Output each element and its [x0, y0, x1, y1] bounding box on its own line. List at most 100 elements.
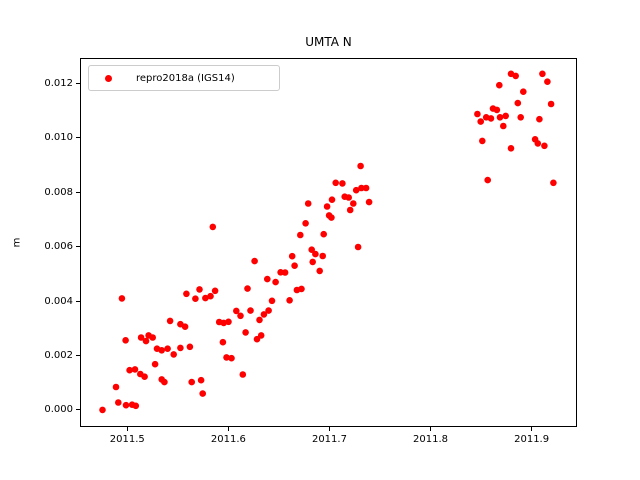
data-point [161, 378, 168, 386]
data-point [514, 99, 522, 107]
x-tick-mark [328, 427, 330, 431]
data-point [365, 198, 373, 206]
data-point [192, 295, 199, 302]
data-point [507, 145, 515, 152]
data-point [477, 118, 485, 125]
plot-area: repro2018a (IGS14) [80, 58, 577, 427]
data-point [264, 275, 271, 283]
data-point [479, 137, 486, 145]
data-point [256, 316, 263, 324]
data-point [474, 110, 481, 118]
legend-marker-dot [105, 74, 112, 82]
data-point [308, 246, 315, 253]
data-point [115, 399, 122, 406]
data-point [257, 332, 265, 339]
data-point [502, 112, 510, 120]
data-point [512, 72, 519, 80]
data-point [323, 203, 331, 210]
data-point [534, 140, 542, 147]
data-point [265, 307, 272, 314]
data-point [520, 88, 527, 95]
data-point [493, 106, 501, 114]
y-tick-label: 0.008 [44, 186, 73, 198]
data-point [272, 278, 279, 286]
x-tick-mark [227, 427, 229, 431]
data-point [260, 311, 268, 318]
data-point [112, 383, 120, 391]
data-point [362, 184, 370, 192]
chart-title: UMTA N [305, 35, 352, 49]
y-tick-label: 0.002 [44, 349, 73, 361]
y-tick-mark [76, 354, 80, 356]
data-point [291, 262, 298, 269]
data-point [149, 334, 156, 341]
legend: repro2018a (IGS14) [88, 65, 280, 91]
x-tick-label: 2011.8 [413, 434, 449, 445]
data-point [237, 312, 244, 320]
legend-label: repro2018a (IGS14) [136, 72, 235, 84]
data-point [253, 335, 261, 343]
x-tick-label: 2011.5 [109, 434, 145, 445]
data-point [233, 307, 240, 315]
data-point [354, 243, 362, 251]
y-tick-label: 0.010 [44, 132, 73, 144]
data-point [122, 401, 130, 409]
data-point [99, 406, 106, 414]
data-point [219, 338, 227, 346]
data-point [500, 122, 507, 130]
y-tick-mark [76, 246, 80, 248]
y-tick-mark [76, 300, 80, 302]
data-point [352, 186, 360, 194]
y-tick-mark [76, 409, 80, 411]
data-point [225, 318, 232, 326]
data-point [199, 390, 206, 397]
data-point [268, 297, 276, 305]
data-point [304, 200, 312, 207]
data-point [118, 295, 126, 302]
data-point [126, 366, 133, 374]
data-point [319, 252, 326, 260]
y-tick-mark [76, 83, 80, 85]
y-axis-label: m [11, 237, 23, 248]
data-point [197, 376, 205, 384]
data-point [281, 269, 289, 276]
data-point [131, 366, 139, 373]
data-point [209, 223, 217, 231]
y-tick-label: 0.004 [44, 295, 73, 307]
x-tick-mark [126, 427, 128, 431]
data-point [211, 287, 219, 295]
data-point [166, 317, 174, 325]
data-point [132, 402, 140, 410]
data-point [288, 252, 296, 260]
x-tick-mark [430, 427, 432, 431]
data-point [358, 184, 365, 192]
data-point [357, 162, 364, 170]
data-point [345, 194, 353, 201]
data-point [122, 337, 129, 344]
data-point [496, 81, 503, 89]
x-tick-mark [531, 427, 533, 431]
data-point [188, 378, 195, 386]
data-point [247, 307, 254, 314]
data-point [302, 220, 309, 227]
data-point [142, 337, 150, 345]
data-point [346, 206, 354, 214]
data-point [316, 267, 323, 275]
data-point [309, 258, 316, 266]
data-point [242, 329, 249, 336]
x-tick-label: 2011.7 [311, 434, 347, 445]
data-point [151, 360, 159, 368]
y-tick-mark [76, 191, 80, 193]
data-point [137, 334, 145, 341]
data-point [539, 70, 546, 78]
data-point [536, 115, 543, 123]
x-tick-label: 2011.6 [210, 434, 246, 445]
data-point [312, 250, 319, 258]
data-point [202, 294, 209, 302]
data-point [141, 373, 148, 381]
data-point [339, 180, 346, 187]
data-point [544, 78, 551, 85]
data-point [158, 347, 165, 354]
data-point [170, 351, 177, 358]
data-point [223, 354, 230, 361]
